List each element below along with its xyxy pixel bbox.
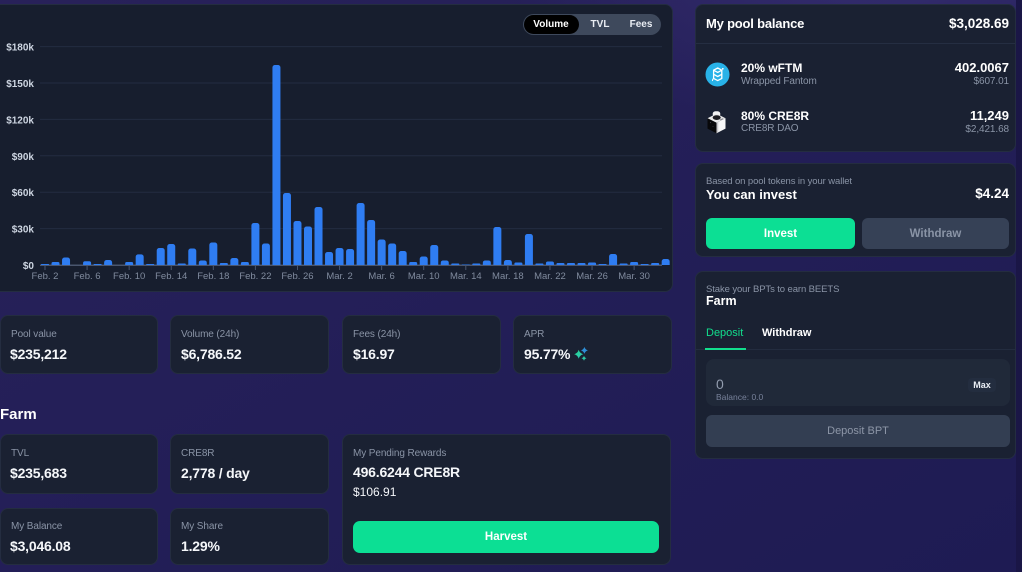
- svg-text:Mar. 26: Mar. 26: [576, 271, 608, 282]
- svg-text:Mar. 30: Mar. 30: [618, 271, 650, 282]
- svg-text:$90k: $90k: [12, 152, 35, 163]
- svg-text:Feb. 22: Feb. 22: [239, 271, 271, 282]
- svg-text:$0: $0: [23, 261, 35, 272]
- svg-text:Mar. 18: Mar. 18: [492, 271, 524, 282]
- svg-text:$60k: $60k: [12, 188, 35, 199]
- svg-text:Mar. 10: Mar. 10: [408, 271, 440, 282]
- svg-text:$120k: $120k: [6, 115, 34, 126]
- svg-text:Feb. 14: Feb. 14: [155, 271, 187, 282]
- svg-text:Mar. 14: Mar. 14: [450, 271, 482, 282]
- svg-text:Feb. 26: Feb. 26: [281, 271, 313, 282]
- svg-text:Feb. 10: Feb. 10: [113, 271, 145, 282]
- svg-text:Mar. 22: Mar. 22: [534, 271, 566, 282]
- svg-text:Feb. 2: Feb. 2: [32, 271, 59, 282]
- svg-text:Mar. 6: Mar. 6: [368, 271, 394, 282]
- svg-text:Mar. 2: Mar. 2: [326, 271, 352, 282]
- svg-text:$30k: $30k: [12, 225, 35, 236]
- svg-text:Feb. 6: Feb. 6: [74, 271, 101, 282]
- svg-text:$150k: $150k: [6, 79, 34, 90]
- svg-text:$180k: $180k: [6, 43, 34, 54]
- svg-text:Feb. 18: Feb. 18: [197, 271, 229, 282]
